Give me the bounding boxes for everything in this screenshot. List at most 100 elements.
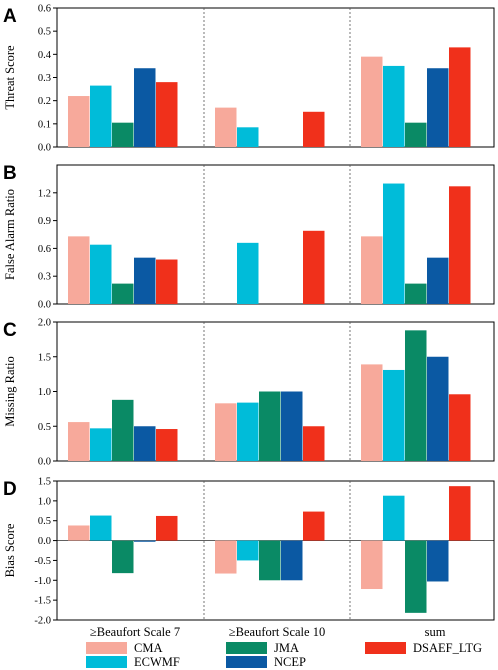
y-axis-label: Bias Score: [3, 523, 17, 577]
legend: CMA JMA DSAEF_LTG ECWMF NCEP: [86, 641, 482, 669]
bar-ncep-1: [134, 68, 156, 147]
y-tick-label: 0.0: [38, 300, 51, 311]
axes-frame: [56, 164, 495, 305]
y-tick-label: 0.2: [38, 96, 51, 107]
legend-label: JMA: [274, 641, 299, 655]
bar-dsaef-ltg-1: [156, 259, 178, 304]
legend-swatch-cma: [86, 642, 127, 654]
bar-dsaef-ltg-3: [449, 186, 471, 304]
bar-ecwmf-3: [383, 495, 405, 541]
bar-cma-2: [215, 540, 237, 574]
bar-ncep-3: [427, 257, 449, 304]
bar-cma-3: [361, 364, 383, 461]
bar-dsaef-ltg-1: [156, 515, 178, 541]
y-tick-label: 0.5: [38, 516, 51, 527]
y-tick-label: 2.0: [38, 318, 51, 329]
y-tick-label: 1.2: [38, 188, 51, 199]
bar-ncep-2: [281, 540, 303, 581]
y-axis-label: Missing Ratio: [3, 356, 17, 427]
bar-ecwmf-3: [383, 65, 405, 147]
legend-swatch-dsaef-ltg: [365, 642, 406, 654]
bar-cma-3: [361, 540, 383, 590]
y-tick-label: -0.5: [34, 556, 51, 567]
bar-ecwmf-1: [90, 85, 112, 147]
legend-label: NCEP: [274, 655, 306, 669]
bar-ecwmf-1: [90, 428, 112, 461]
y-tick-label: 0.3: [38, 272, 51, 283]
bar-dsaef-ltg-3: [449, 486, 471, 541]
bar-dsaef-ltg-2: [303, 511, 325, 541]
y-tick-label: 0.6: [38, 4, 51, 15]
bar-cma-2: [215, 403, 237, 461]
bar-ncep-1: [134, 426, 156, 461]
category-labels: ≥Beaufort Scale 7 ≥Beaufort Scale 10 sum: [90, 625, 446, 639]
category-label: ≥Beaufort Scale 7: [90, 625, 180, 639]
y-tick-label: 0.3: [38, 73, 51, 84]
bar-cma-3: [361, 236, 383, 304]
panel-letter: C: [3, 320, 17, 341]
bar-jma-1: [112, 283, 134, 304]
panel-letter: B: [3, 163, 17, 184]
bar-ncep-3: [427, 68, 449, 147]
legend-label: CMA: [134, 641, 162, 655]
bar-ecwmf-3: [383, 183, 405, 304]
bar-ecwmf-2: [237, 242, 259, 304]
y-tick-label: 0.1: [38, 119, 51, 130]
panel-letter: A: [3, 6, 17, 27]
bar-ncep-1: [134, 257, 156, 304]
bar-ncep-2: [281, 391, 303, 461]
bar-ecwmf-3: [383, 369, 405, 461]
legend-swatch-ecwmf: [86, 656, 127, 668]
y-tick-label: 0.9: [38, 216, 51, 227]
bar-dsaef-ltg-2: [303, 426, 325, 461]
panel-d: -2.0 -1.5 -1.0 -0.5 0.0 0.5 1.0 1.5 Bias Score D: [3, 477, 495, 627]
y-tick-label: 0.0: [38, 143, 51, 154]
y-tick-label: 1.0: [38, 387, 51, 398]
bar-jma-2: [259, 540, 281, 581]
bar-dsaef-ltg-1: [156, 82, 178, 147]
bar-ecwmf-1: [90, 244, 112, 304]
bar-dsaef-ltg-2: [303, 111, 325, 147]
bar-dsaef-ltg-2: [303, 230, 325, 304]
bar-jma-3: [405, 330, 427, 461]
bar-jma-3: [405, 122, 427, 147]
bar-cma-1: [68, 422, 90, 461]
bar-ncep-3: [427, 356, 449, 461]
panel-letter: D: [3, 479, 17, 500]
y-tick-label: 0.5: [38, 422, 51, 433]
bar-dsaef-ltg-3: [449, 47, 471, 148]
bar-cma-1: [68, 96, 90, 147]
bar-dsaef-ltg-1: [156, 429, 178, 461]
bar-jma-1: [112, 540, 134, 574]
legend-label: DSAEF_LTG: [413, 641, 482, 655]
bar-cma-2: [215, 107, 237, 147]
y-axis-label: False Alarm Ratio: [3, 189, 17, 280]
bar-cma-1: [68, 236, 90, 304]
legend-swatch-ncep: [226, 656, 267, 668]
legend-swatch-jma: [226, 642, 267, 654]
panel-a: 0.0 0.1 0.2 0.3 0.4 0.5 0.6 Threat Score A: [3, 4, 495, 154]
axes-frame: [56, 480, 495, 621]
y-tick-label: -1.5: [34, 596, 51, 607]
bar-jma-3: [405, 283, 427, 304]
bar-cma-3: [361, 56, 383, 147]
bar-jma-1: [112, 122, 134, 147]
panel-c: 0.0 0.5 1.0 1.5 2.0 Missing Ratio C: [3, 318, 495, 468]
bar-jma-1: [112, 399, 134, 461]
bar-dsaef-ltg-3: [449, 394, 471, 461]
bar-ecwmf-2: [237, 540, 259, 561]
y-axis-label: Threat Score: [3, 45, 17, 110]
bar-jma-3: [405, 540, 427, 613]
bar-ecwmf-2: [237, 402, 259, 461]
bar-ecwmf-1: [90, 515, 112, 541]
y-tick-label: 0.0: [38, 457, 51, 468]
y-tick-label: 1.0: [38, 496, 51, 507]
bar-ecwmf-2: [237, 127, 259, 147]
y-tick-label: 1.5: [38, 352, 51, 363]
bar-ncep-3: [427, 540, 449, 582]
bar-jma-2: [259, 391, 281, 461]
bar-ncep-1: [134, 540, 156, 542]
category-label: ≥Beaufort Scale 10: [229, 625, 325, 639]
y-tick-label: 0.4: [38, 50, 52, 61]
